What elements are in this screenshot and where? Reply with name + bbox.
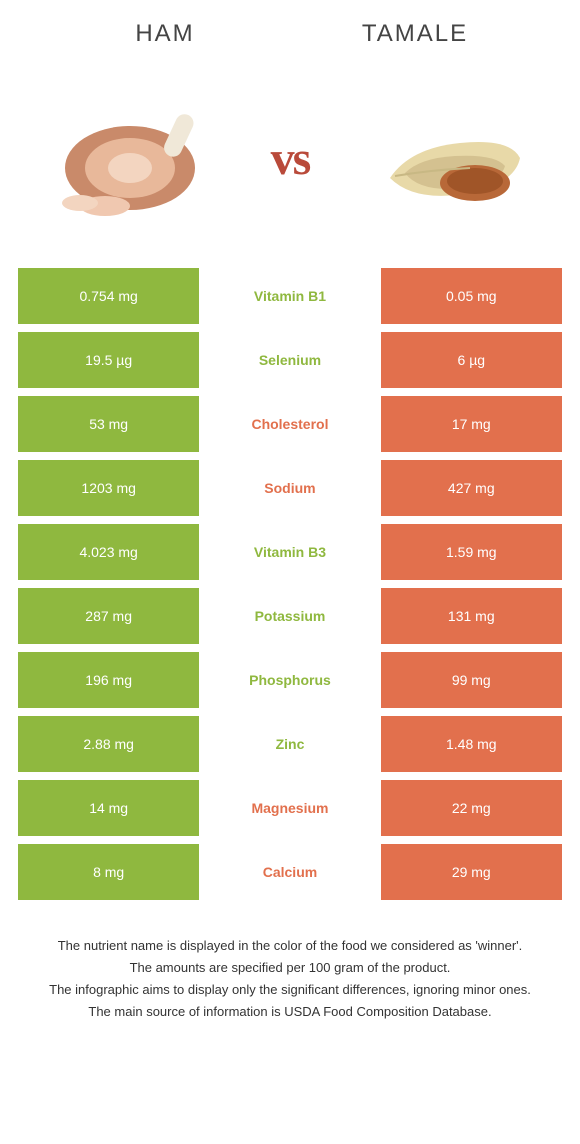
header-right: TAMALE	[290, 20, 540, 48]
value-left: 8 mg	[18, 844, 199, 900]
value-right: 99 mg	[381, 652, 562, 708]
nutrient-name: Vitamin B1	[199, 268, 380, 324]
nutrient-name: Magnesium	[199, 780, 380, 836]
vs-label: vs	[271, 131, 310, 186]
tamale-image	[360, 88, 540, 228]
table-row: 8 mgCalcium29 mg	[18, 844, 562, 900]
nutrient-name: Vitamin B3	[199, 524, 380, 580]
nutrient-name: Cholesterol	[199, 396, 380, 452]
value-left: 4.023 mg	[18, 524, 199, 580]
value-right: 427 mg	[381, 460, 562, 516]
value-left: 14 mg	[18, 780, 199, 836]
value-right: 17 mg	[381, 396, 562, 452]
header-row: HAM TAMALE	[0, 0, 580, 58]
footer-line: The amounts are specified per 100 gram o…	[30, 958, 550, 978]
table-row: 0.754 mgVitamin B10.05 mg	[18, 268, 562, 324]
value-right: 6 µg	[381, 332, 562, 388]
value-right: 131 mg	[381, 588, 562, 644]
value-left: 0.754 mg	[18, 268, 199, 324]
value-right: 29 mg	[381, 844, 562, 900]
value-right: 1.48 mg	[381, 716, 562, 772]
value-left: 1203 mg	[18, 460, 199, 516]
value-left: 19.5 µg	[18, 332, 199, 388]
footer-notes: The nutrient name is displayed in the co…	[0, 908, 580, 1023]
table-row: 196 mgPhosphorus99 mg	[18, 652, 562, 708]
table-row: 2.88 mgZinc1.48 mg	[18, 716, 562, 772]
table-row: 19.5 µgSelenium6 µg	[18, 332, 562, 388]
nutrient-name: Sodium	[199, 460, 380, 516]
nutrient-name: Calcium	[199, 844, 380, 900]
table-row: 4.023 mgVitamin B31.59 mg	[18, 524, 562, 580]
table-row: 287 mgPotassium131 mg	[18, 588, 562, 644]
footer-line: The infographic aims to display only the…	[30, 980, 550, 1000]
ham-image	[40, 88, 220, 228]
nutrient-name: Zinc	[199, 716, 380, 772]
nutrient-table: 0.754 mgVitamin B10.05 mg 19.5 µgSelenium…	[0, 268, 580, 900]
table-row: 1203 mgSodium427 mg	[18, 460, 562, 516]
nutrient-name: Selenium	[199, 332, 380, 388]
value-left: 53 mg	[18, 396, 199, 452]
nutrient-name: Potassium	[199, 588, 380, 644]
value-right: 1.59 mg	[381, 524, 562, 580]
table-row: 53 mgCholesterol17 mg	[18, 396, 562, 452]
table-row: 14 mgMagnesium22 mg	[18, 780, 562, 836]
nutrient-name: Phosphorus	[199, 652, 380, 708]
value-right: 22 mg	[381, 780, 562, 836]
footer-line: The nutrient name is displayed in the co…	[30, 936, 550, 956]
hero-row: vs	[0, 58, 580, 268]
value-left: 287 mg	[18, 588, 199, 644]
footer-line: The main source of information is USDA F…	[30, 1002, 550, 1022]
value-left: 196 mg	[18, 652, 199, 708]
value-right: 0.05 mg	[381, 268, 562, 324]
value-left: 2.88 mg	[18, 716, 199, 772]
header-left: HAM	[40, 20, 290, 48]
